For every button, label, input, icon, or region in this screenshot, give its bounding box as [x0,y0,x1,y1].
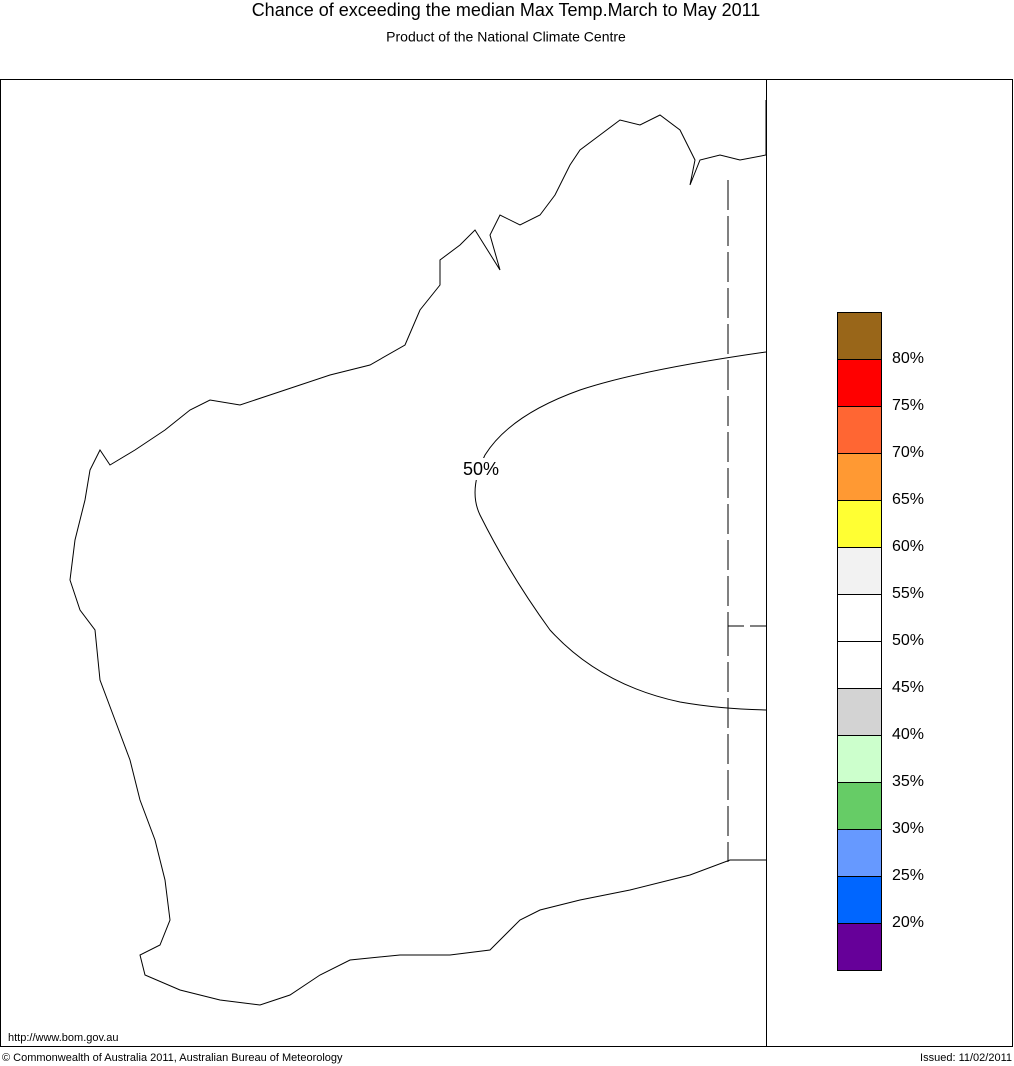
legend-swatch [837,923,882,971]
legend-swatch [837,312,882,360]
contour-label-bg [458,458,504,480]
legend-label: 45% [892,679,924,696]
legend-label: 30% [892,820,924,837]
legend-label: 20% [892,914,924,931]
legend: 80% 75% 70% 65% 60% 55% 50% 45% 40% 35% 30% 25% 20% [837,312,924,971]
legend-swatch [837,359,882,407]
state-border [727,180,766,862]
copyright: © Commonwealth of Australia 2011, Austra… [2,1052,343,1064]
legend-swatch [837,641,882,689]
contour-line [474,351,767,711]
legend-label: 35% [892,773,924,790]
legend-swatch [837,782,882,830]
frame [0,79,1013,1047]
legend-swatch [837,876,882,924]
issued: Issued: 11/02/2011 [920,1052,1012,1064]
legend-label: 65% [892,491,924,508]
coastline [69,100,767,1006]
subtitle: Product of the National Climate Centre [386,29,626,45]
legend-label: 70% [892,444,924,461]
legend-label: 25% [892,867,924,884]
legend-swatch [837,688,882,736]
legend-label: 40% [892,726,924,743]
title: Chance of exceeding the median Max Temp.… [252,0,761,20]
legend-label: 80% [892,350,924,367]
legend-swatch [837,594,882,642]
contour-label: 50% [463,459,499,479]
legend-label: 60% [892,538,924,555]
legend-swatch [837,735,882,783]
legend-label: 55% [892,585,924,602]
legend-label: 75% [892,397,924,414]
url: http://www.bom.gov.au [8,1032,118,1044]
legend-swatch [837,406,882,454]
legend-swatch [837,547,882,595]
legend-swatch [837,500,882,548]
legend-label: 50% [892,632,924,649]
legend-swatch [837,453,882,501]
legend-swatch [837,829,882,877]
